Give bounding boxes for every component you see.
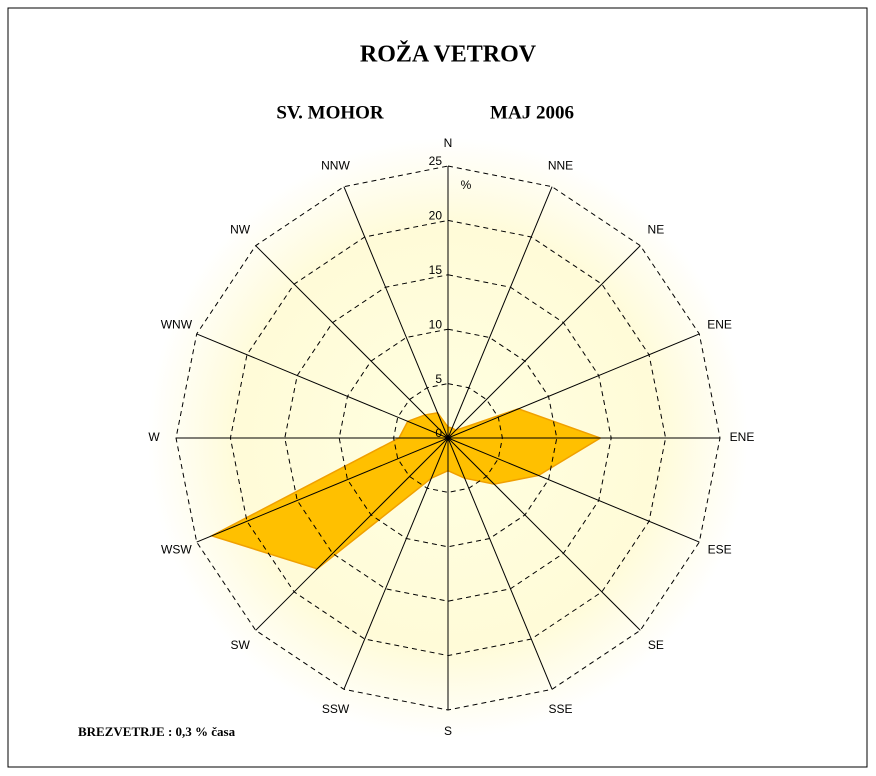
subtitle: SV. MOHOR [276,102,384,123]
chart-title: ROŽA VETROV [360,41,537,68]
category-label: SSE [549,702,573,716]
spoke [196,333,449,439]
spoke [447,245,641,439]
footnote: BREZVETRJE : 0,3 % časa [78,724,236,739]
tick-label: 15 [429,263,443,277]
spoke [255,437,449,631]
category-label: WNW [161,318,193,332]
category-label: ENE [730,430,755,444]
category-label: SE [648,638,664,652]
spoke [343,437,449,690]
spoke [447,333,700,439]
category-label: NNE [548,159,573,173]
category-label: SW [230,638,250,652]
category-label: NW [230,222,251,236]
subtitle: MAJ 2006 [490,102,574,123]
tick-label: 0 [435,426,442,440]
spoke [447,186,553,439]
grid-ring [284,274,612,602]
spoke [447,437,641,631]
tick-label: 10 [429,317,443,331]
category-label: NE [648,222,665,236]
spoke [447,437,700,543]
spoke [343,186,449,439]
spoke [447,437,553,690]
axis-label: % [461,178,472,192]
category-label: SSW [322,702,350,716]
category-label: N [444,136,453,150]
category-label: ENE [707,318,732,332]
category-label: WSW [161,543,192,557]
tick-label: 25 [429,154,443,168]
category-label: ESE [708,543,732,557]
category-label: NNW [321,159,350,173]
spoke [255,245,449,439]
spoke [196,437,449,543]
tick-label: 20 [429,209,443,223]
tick-label: 5 [435,372,442,386]
category-label: W [148,430,160,444]
grid-ring [393,383,503,493]
category-label: S [444,724,452,738]
